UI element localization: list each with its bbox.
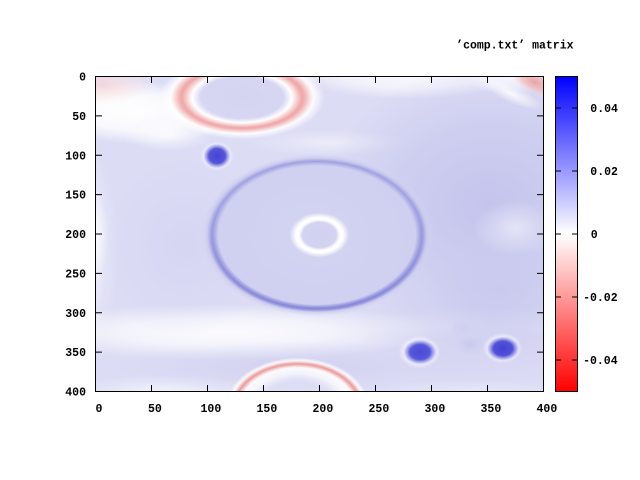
- svg-text:150: 150: [257, 403, 278, 416]
- svg-text:250: 250: [65, 268, 86, 281]
- svg-text:200: 200: [65, 229, 86, 242]
- svg-text:’comp.txt’ matrix: ’comp.txt’ matrix: [456, 40, 573, 53]
- svg-text:350: 350: [481, 403, 502, 416]
- svg-text:100: 100: [201, 403, 222, 416]
- svg-text:100: 100: [65, 150, 86, 163]
- svg-text:350: 350: [65, 347, 86, 360]
- svg-text:200: 200: [313, 403, 334, 416]
- svg-text:0: 0: [95, 403, 102, 416]
- svg-text:-0.02: -0.02: [583, 292, 618, 305]
- svg-text:0: 0: [591, 229, 598, 242]
- svg-text:50: 50: [148, 403, 162, 416]
- svg-text:400: 400: [65, 387, 86, 400]
- svg-text:50: 50: [72, 111, 86, 124]
- svg-text:300: 300: [65, 308, 86, 321]
- svg-text:400: 400: [537, 403, 558, 416]
- svg-text:250: 250: [369, 403, 390, 416]
- svg-text:300: 300: [425, 403, 446, 416]
- svg-text:150: 150: [65, 190, 86, 203]
- svg-text:0.02: 0.02: [590, 166, 618, 179]
- svg-text:-0.04: -0.04: [583, 355, 618, 368]
- svg-text:0: 0: [79, 72, 86, 85]
- svg-text:0.04: 0.04: [590, 103, 618, 116]
